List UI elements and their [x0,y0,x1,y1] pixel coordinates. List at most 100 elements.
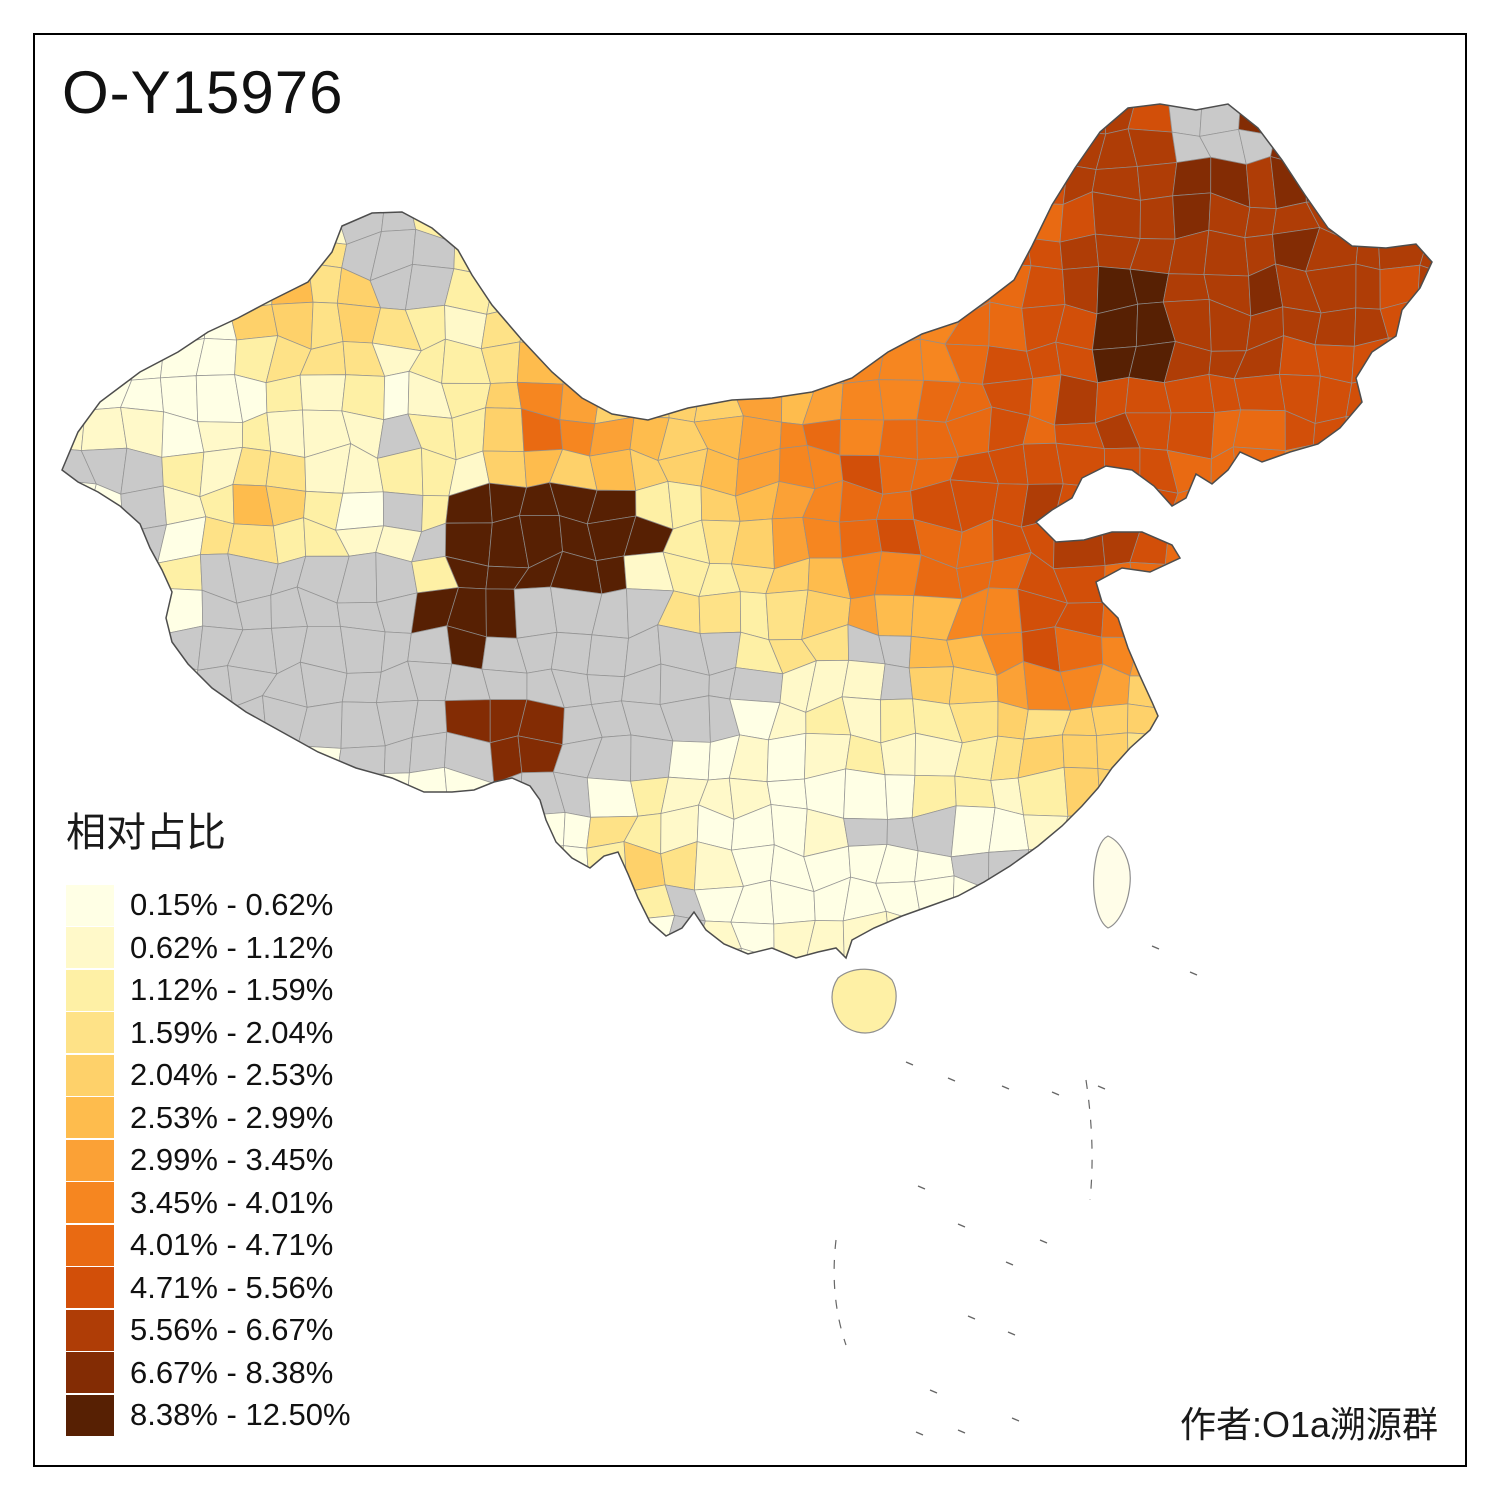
map-title: O-Y15976 [62,59,344,126]
prefecture-cell [766,732,807,783]
prefecture-cell [954,775,996,809]
legend-row: 2.04% - 2.53% [66,1054,351,1097]
legend-swatch [66,969,114,1011]
prefecture-cell [80,406,128,451]
prefecture-cell [193,665,234,708]
legend-swatch [66,1224,114,1266]
prefecture-cell [698,591,742,634]
prefecture-cell [1091,191,1141,239]
prefecture-cell [1127,104,1173,133]
legend-label: 4.71% - 5.56% [130,1269,334,1305]
prefecture-cell [981,587,1023,636]
prefecture-cell [952,875,991,924]
prefecture-cell [1172,156,1212,197]
prefecture-cell [485,588,518,639]
prefecture-cell [1129,634,1165,677]
prefecture-cell [1127,703,1179,736]
legend-swatch [66,1097,114,1139]
prefecture-cell [1026,237,1063,270]
prefecture-cell [1054,374,1099,426]
prefecture-cell [265,450,307,492]
prefecture-cell [370,772,410,819]
prefecture-cell [482,450,527,488]
legend-swatch [66,1139,114,1181]
legend-row: 8.38% - 12.50% [66,1394,351,1437]
prefecture-cell [730,921,775,958]
prefecture-cell [154,625,204,671]
prefecture-cell [481,668,528,700]
prefecture-cell [96,336,133,385]
prefecture-cell [843,817,888,847]
prefecture-cell [562,812,592,849]
prefecture-cell [729,667,784,704]
prefecture-cell [120,485,167,533]
legend-row: 2.99% - 3.45% [66,1139,351,1182]
legend-label: 2.53% - 2.99% [130,1099,334,1135]
prefecture-cell [765,589,809,641]
prefecture-cell [1314,307,1357,347]
legend-label: 0.62% - 1.12% [130,929,334,965]
legend-row: 2.53% - 2.99% [66,1097,351,1140]
hainan-island [831,968,897,1034]
prefecture-cell [383,370,410,421]
legend-swatch [66,1267,114,1309]
prefecture-cell [841,659,886,701]
prefecture-cell [1164,559,1215,606]
prefecture-cell [405,766,450,820]
prefecture-cell [197,421,244,453]
legend-swatch [66,1054,114,1096]
prefecture-cell [123,336,165,381]
prefecture-cell [512,812,566,854]
prefecture-cell [908,666,955,705]
legend-row: 0.62% - 1.12% [66,927,351,970]
prefecture-cell [516,341,565,385]
prefecture-cell [512,845,564,886]
legend-rows: 0.15% - 0.62% 0.62% - 1.12% 1.12% - 1.59% 1… [66,884,351,1437]
legend-label: 5.56% - 6.67% [130,1312,334,1348]
plot-frame-border [33,33,1467,1467]
prefecture-cell [1345,415,1395,461]
prefecture-cell [878,419,918,460]
prefecture-cell [482,407,525,453]
prefecture-cell [272,517,307,565]
prefecture-cell [341,671,382,704]
prefecture-cell [1018,202,1064,243]
prefecture-cell [1164,514,1211,565]
prefecture-cell [1209,482,1245,519]
prefecture-cell [1018,164,1068,205]
prefecture-cell [874,594,915,637]
prefecture-cell [297,745,342,783]
prefecture-cell [874,551,922,597]
prefecture-cell [228,264,275,311]
prefecture-cell [739,591,770,641]
prefecture-cell [307,262,343,304]
prefecture-cell [1020,483,1064,528]
prefecture-cell [878,379,925,421]
legend-row: 4.01% - 4.71% [66,1224,351,1267]
prefecture-cell [622,915,676,958]
legend-title: 相对占比 [66,811,226,855]
prefecture-cell [1308,444,1359,487]
prefecture-cell [1355,233,1381,271]
prefecture-cell [1024,849,1065,894]
prefecture-cell [884,774,916,820]
taiwan-island [1093,835,1131,929]
prefecture-cell [816,337,851,384]
legend-swatch [66,1352,114,1394]
prefecture-cell [486,276,530,315]
legend-row: 4.71% - 5.56% [66,1267,351,1310]
prefecture-cell [1061,734,1099,769]
legend-row: 1.12% - 1.59% [66,969,351,1012]
prefecture-cell [839,418,885,457]
prefecture-cell [1136,162,1178,201]
prefecture-cell [513,586,558,639]
prefecture-cell [586,634,629,678]
prefecture-cell [880,663,914,701]
prefecture-cell [1244,206,1277,239]
legend: 相对占比 0.15% - 0.62% 0.62% - 1.12% 1.12% - 1… [66,800,351,1437]
legend-row: 5.56% - 6.67% [66,1309,351,1352]
south-china-sea-islands [833,945,1198,1436]
prefecture-cell [299,374,347,412]
legend-label: 4.01% - 4.71% [130,1227,334,1263]
